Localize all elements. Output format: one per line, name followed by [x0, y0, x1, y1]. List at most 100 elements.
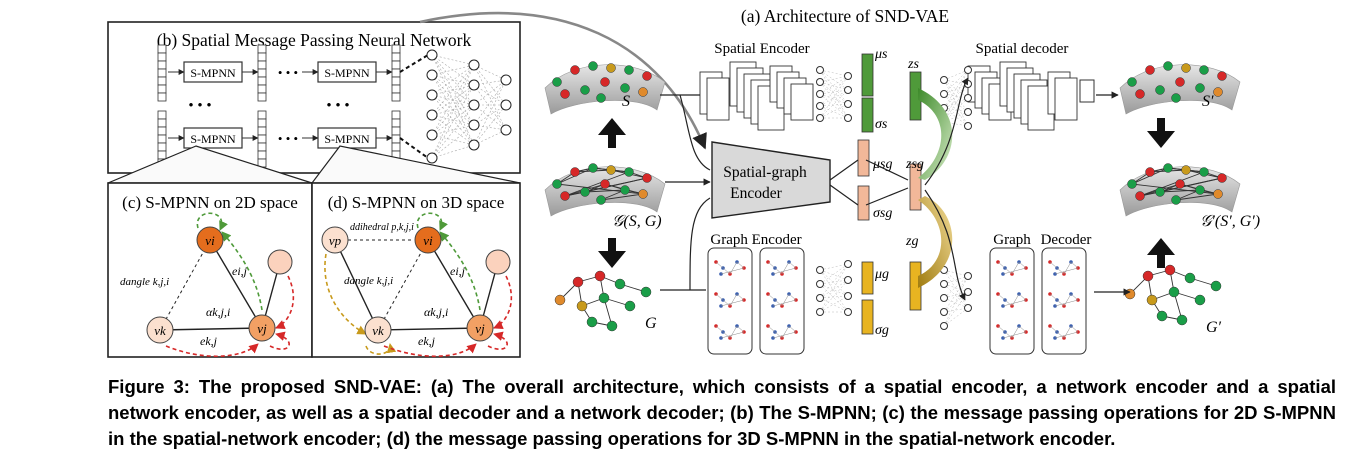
- graph-node: [1146, 294, 1158, 306]
- fc-node: [844, 276, 852, 284]
- label-angle-3d: dangle k,j,i: [344, 275, 393, 287]
- panel-b: (b) Spatial Message Passing Neural Netwo…: [107, 11, 707, 184]
- spatial-node: [552, 179, 562, 189]
- smpnn-label: S-MPNN: [190, 66, 236, 80]
- spatial-node: [638, 87, 648, 97]
- graph-node: [598, 292, 610, 304]
- fc-node: [816, 90, 824, 98]
- feature-map: [790, 83, 814, 121]
- spatial-node: [1195, 83, 1205, 93]
- b-to-encoder-arrow: [419, 11, 707, 150]
- dots-b-left: • • •: [188, 98, 211, 114]
- spatial-node: [1217, 71, 1227, 81]
- spatial-graph-encoder: [711, 141, 831, 219]
- graph-node: [586, 316, 598, 328]
- fc-node: [940, 308, 948, 316]
- graph-node: [1142, 270, 1154, 282]
- panel-d-title: (d) S-MPNN on 3D space: [328, 193, 505, 212]
- fc-node: [844, 100, 852, 108]
- label-S-prime: S′: [1202, 93, 1214, 110]
- chain-dots: • • •: [278, 65, 298, 80]
- spatial-node: [1181, 63, 1191, 73]
- surface: [1119, 163, 1241, 217]
- caption-prefix: Figure 3:: [108, 376, 190, 397]
- spatial-node: [1171, 195, 1181, 205]
- graph-node: [624, 300, 636, 312]
- label-mu-s: μs: [874, 47, 888, 62]
- sigma-s-bar: [861, 97, 874, 133]
- graph-layer: [989, 247, 1035, 355]
- label-alpha-3d: αk,j,i: [424, 305, 448, 319]
- z-sg-bar: [909, 163, 922, 211]
- mlp-node: [468, 59, 480, 71]
- fc-node: [940, 322, 948, 330]
- label-vj-2d: vj: [257, 321, 267, 336]
- spatial-node: [620, 83, 630, 93]
- figure-diagram: (b) Spatial Message Passing Neural Netwo…: [107, 6, 1260, 358]
- spatial-node: [620, 185, 630, 195]
- feature-map: [1054, 77, 1078, 121]
- spatial-node: [596, 195, 606, 205]
- graph-layer: [759, 247, 805, 355]
- label-angle-2d: dangle k,j,i: [120, 276, 169, 288]
- fc-node: [964, 304, 972, 312]
- spatial-node: [560, 89, 570, 99]
- fc-node: [964, 122, 972, 130]
- spatial-node: [1145, 167, 1155, 177]
- fc-node: [940, 76, 948, 84]
- spatial-node: [580, 85, 590, 95]
- graph-decoder-label-1: Graph: [993, 232, 1031, 248]
- surface: [544, 61, 666, 115]
- spatial-node: [1145, 65, 1155, 75]
- fc-node: [844, 308, 852, 316]
- graph-node: [640, 286, 652, 298]
- mlp-node: [500, 124, 512, 136]
- label-vj-3d: vj: [475, 321, 485, 336]
- graph-layer: [707, 247, 753, 355]
- label-sigma-s: σs: [875, 117, 888, 132]
- node-vk-2d: [146, 316, 174, 344]
- fc-node: [964, 108, 972, 116]
- fc-node: [844, 292, 852, 300]
- arrow-up-left: [598, 118, 626, 148]
- fc-node: [816, 114, 824, 122]
- label-z-g: zg: [905, 234, 918, 249]
- figure-caption: Figure 3: The proposed SND-VAE: (a) The …: [108, 374, 1336, 452]
- spatial-node: [1135, 191, 1145, 201]
- label-ekj-2d: ek,j: [200, 334, 218, 348]
- label-sigma-g: σg: [875, 323, 889, 338]
- label-dihedral-3d: ddihedral p,k,j,i: [350, 222, 414, 233]
- graph-node: [594, 270, 606, 282]
- node-vi-3d: [414, 226, 442, 254]
- spatial-node: [560, 191, 570, 201]
- mlp-node: [426, 152, 438, 164]
- spatial-node: [1127, 179, 1137, 189]
- arrow-down-left: [598, 238, 626, 268]
- graph-node: [1164, 264, 1176, 276]
- fc-node: [816, 294, 824, 302]
- mu-g-bar: [861, 261, 874, 295]
- panel-c-title: (c) S-MPNN on 2D space: [122, 193, 298, 212]
- smpnn-rows: S-MPNN S-MPNN • • • S-MPNN S-MPNN • • •: [157, 44, 429, 168]
- graph-node: [554, 294, 566, 306]
- mlp-node: [468, 119, 480, 131]
- graph-node: [606, 320, 618, 332]
- spatial-node: [606, 165, 616, 175]
- label-mu-g: μg: [874, 267, 889, 282]
- graph-node: [572, 276, 584, 288]
- graph-node: [576, 300, 588, 312]
- smpnn-label: S-MPNN: [324, 66, 370, 80]
- dots-b-right: • • •: [326, 98, 349, 114]
- mlp-node: [468, 139, 480, 151]
- spatial-node: [1217, 173, 1227, 183]
- spatial-node: [624, 65, 634, 75]
- spatial-node: [1163, 163, 1173, 173]
- spatial-encoder-label: Spatial Encoder: [714, 41, 809, 57]
- spatial-node: [600, 179, 610, 189]
- label-GSG: 𝒢(S, G): [612, 213, 662, 230]
- label-ekj-3d: ek,j: [418, 334, 436, 348]
- flow-green: [918, 88, 953, 180]
- label-G-prime: G′: [1206, 319, 1222, 336]
- connectors: [660, 77, 1131, 301]
- sigma-sg-bar: [857, 185, 870, 221]
